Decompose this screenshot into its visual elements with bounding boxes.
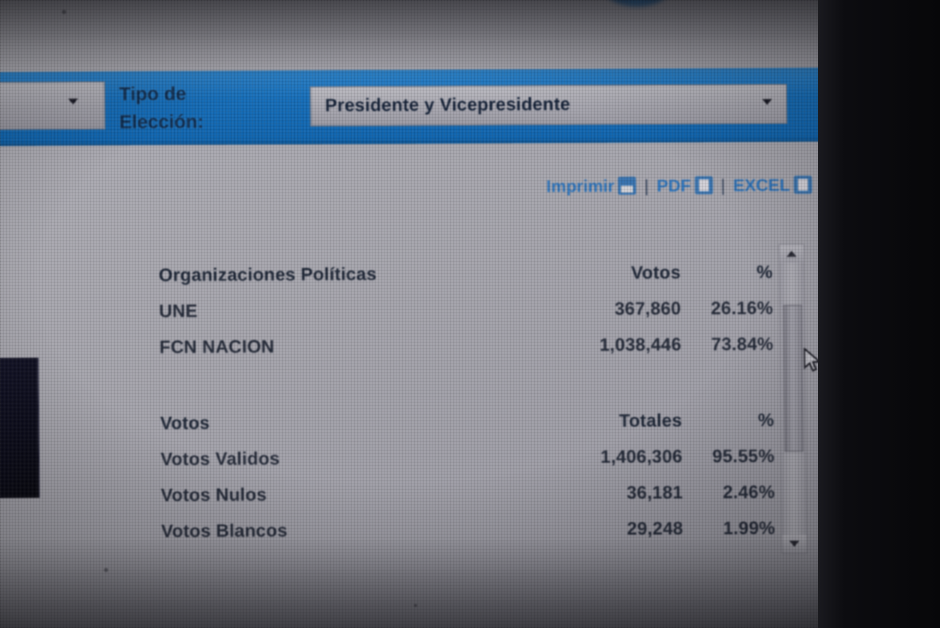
party-pct: 73.84% [711, 333, 774, 355]
table-row: Votos Nulos 36,181 2.46% [161, 482, 781, 521]
excel-file-icon [793, 175, 812, 194]
party-name: FCN NACION [159, 336, 275, 358]
table-row: Votos Validos 1,406,306 95.55% [160, 446, 780, 485]
pdf-file-icon [694, 176, 713, 195]
triangle-up-icon [786, 250, 797, 257]
vote-type-name: Votos Blancos [161, 520, 288, 542]
print-link[interactable]: Imprimir [546, 176, 637, 197]
results-panel: Organizaciones Políticas Votos % UNE 367… [159, 262, 782, 557]
vote-type-name: Votos Nulos [160, 484, 267, 506]
pdf-link[interactable]: PDF [657, 176, 713, 196]
vote-total: 1,406,306 [600, 446, 683, 467]
votes-header-name: Votos [160, 412, 210, 434]
table-row: Votos Blancos 29,248 1.99% [161, 518, 781, 557]
vote-pct: 1.99% [723, 517, 776, 539]
votes-header-pct: % [757, 409, 775, 430]
election-results-page: Tipo de Elección: Presidente y Vicepresi… [0, 0, 854, 628]
tipo-eleccion-select[interactable]: Presidente y Vicepresidente [309, 83, 788, 127]
vote-pct: 95.55% [712, 445, 775, 467]
triangle-down-icon [789, 540, 800, 547]
vote-total: 29,248 [626, 518, 684, 539]
site-logo-icon [599, 0, 675, 7]
monitor-bezel [818, 0, 940, 628]
tipo-eleccion-label: Tipo de Elección: [119, 80, 290, 137]
separator: | [644, 176, 649, 196]
printer-icon [618, 176, 637, 195]
table-row: UNE 367,860 26.16% [159, 298, 779, 337]
party-votes: 367,860 [614, 298, 682, 319]
pdf-link-label: PDF [656, 176, 691, 196]
votes-header-totals: Totales [618, 410, 683, 431]
chevron-down-icon [762, 98, 773, 105]
vote-pct: 2.46% [722, 481, 775, 503]
export-links: Imprimir | PDF | EXCEL [546, 175, 812, 197]
separator: | [720, 176, 726, 196]
department-select[interactable] [0, 81, 106, 131]
scroll-up-button[interactable] [779, 244, 804, 263]
tipo-eleccion-label-line2: Elección: [119, 111, 204, 134]
parties-header-name: Organizaciones Políticas [158, 263, 377, 286]
excel-link-label: EXCEL [733, 175, 791, 196]
background-panel [0, 357, 40, 499]
section-spacer [160, 370, 780, 413]
chevron-down-icon [68, 98, 79, 105]
parties-header-pct: % [756, 261, 773, 282]
vote-type-name: Votos Validos [160, 448, 280, 470]
party-votes: 1,038,446 [599, 334, 682, 355]
monitor-screen: Tipo de Elección: Presidente y Vicepresi… [0, 0, 854, 628]
scroll-down-button[interactable] [782, 534, 807, 553]
table-row: FCN NACION 1,038,446 73.84% [159, 334, 779, 373]
vote-total: 36,181 [626, 482, 683, 503]
votes-header-row: Votos Totales % [160, 410, 780, 449]
tipo-eleccion-label-line1: Tipo de [118, 83, 187, 106]
dust-speck [414, 604, 417, 607]
parties-header-votes: Votos [630, 262, 681, 283]
scrollbar-thumb[interactable] [783, 304, 804, 452]
dust-speck [104, 568, 108, 572]
results-scrollbar[interactable] [778, 243, 808, 554]
parties-header-row: Organizaciones Políticas Votos % [159, 262, 779, 301]
tipo-eleccion-value: Presidente y Vicepresidente [325, 93, 571, 116]
filter-bar: Tipo de Elección: Presidente y Vicepresi… [0, 67, 822, 147]
dust-speck [62, 10, 66, 14]
excel-link[interactable]: EXCEL [733, 175, 812, 196]
party-name: UNE [158, 300, 198, 322]
print-link-label: Imprimir [546, 176, 615, 197]
party-pct: 26.16% [710, 297, 774, 319]
